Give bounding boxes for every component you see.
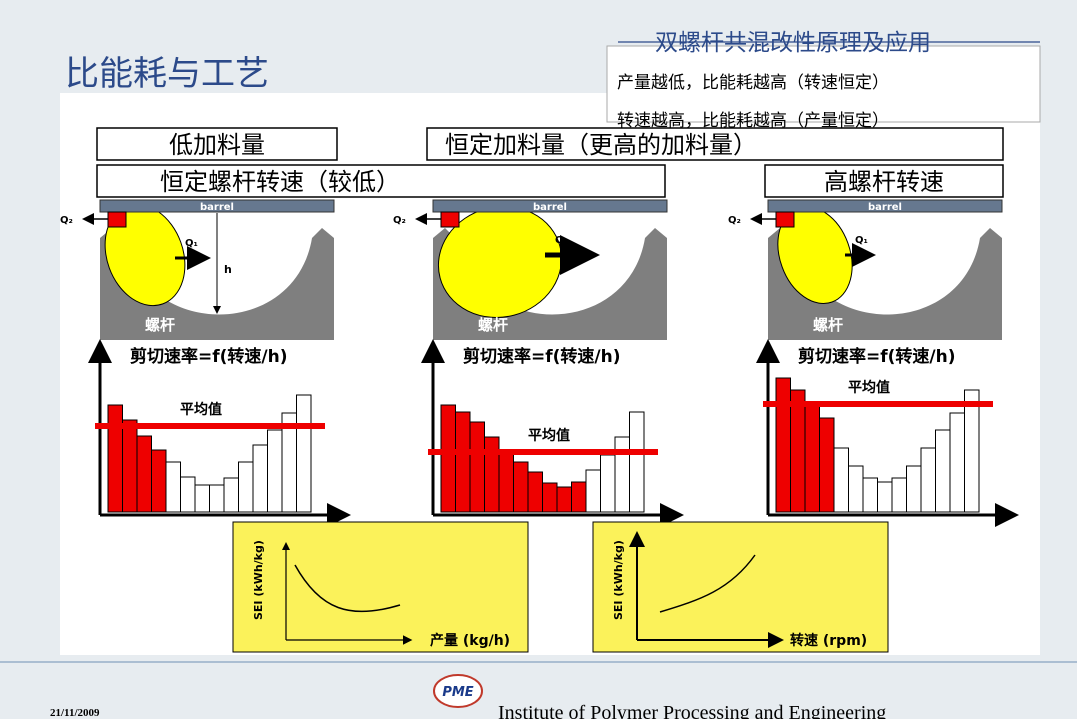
screw-label: 螺杆: [478, 316, 508, 334]
label: 低加料量: [169, 131, 265, 159]
logo: [433, 674, 483, 708]
seal: [775, 211, 795, 228]
hist-bar: [238, 461, 254, 513]
screw: [768, 228, 1002, 340]
hist-bar: [209, 484, 225, 513]
hist-bar: [252, 444, 268, 513]
hist-bar: [440, 404, 456, 513]
hist-bar: [790, 389, 806, 513]
hist-bar: [877, 481, 893, 513]
q2-label: Q₂: [393, 215, 406, 226]
seal: [440, 211, 460, 228]
hist-bar: [585, 469, 601, 513]
label-box: [764, 164, 1004, 198]
q2-label: Q₂: [60, 215, 73, 226]
hist-bar: [891, 477, 907, 513]
y-label: SEI (kWh/kg): [612, 540, 625, 620]
date: 21/11/2009: [50, 707, 100, 719]
hist-bar: [151, 449, 167, 513]
barrel-label: barrel: [533, 202, 567, 213]
h-label: h: [224, 263, 232, 276]
hist-bar: [122, 419, 138, 513]
note: 产量越低，比能耗越高（转速恒定）: [617, 73, 889, 92]
hist-bar: [600, 454, 616, 513]
hist-bar: [775, 377, 791, 513]
q2-label: Q₂: [728, 215, 741, 226]
label: 高螺杆转速: [824, 168, 944, 196]
label-box: [96, 164, 666, 198]
institute: Institute of Polymer Processing and Engi…: [498, 702, 886, 719]
screw-label: 螺杆: [145, 316, 175, 334]
hist-bar: [136, 435, 152, 513]
barrel: [99, 199, 335, 213]
curve-box: SEI (kWh/kg) 产量 (kg/h): [232, 521, 529, 653]
formula: 剪切速率=f(转速/h): [130, 346, 288, 367]
notes-box: [606, 45, 1041, 123]
hist-bar: [484, 436, 500, 513]
hist-bar: [629, 411, 645, 513]
average-label: 平均值: [528, 427, 570, 444]
hist-bar: [920, 447, 936, 513]
barrel-label: barrel: [200, 202, 234, 213]
hist-bar: [862, 477, 878, 513]
hist-bar: [819, 417, 835, 513]
hist-bar: [107, 404, 123, 513]
label-box: [96, 127, 338, 161]
hist-bar: [180, 476, 196, 513]
q1-label: Q₁: [185, 238, 198, 249]
hist-bar: [223, 477, 239, 513]
hist-bar: [498, 449, 514, 513]
slide-title: 比能耗与工艺: [65, 55, 269, 93]
curve: [659, 554, 756, 613]
hist-bar: [848, 465, 864, 513]
logo-text: PME: [442, 685, 473, 700]
hist-bar: [513, 461, 529, 513]
formula: 剪切速率=f(转速/h): [463, 346, 621, 367]
screw: [100, 228, 334, 340]
x-label: 产量 (kg/h): [430, 632, 510, 649]
hist-bar: [935, 429, 951, 513]
hist-bar: [556, 486, 572, 513]
y-label: SEI (kWh/kg): [252, 540, 265, 620]
seal: [107, 211, 127, 228]
hist-bar: [804, 402, 820, 513]
hist-bar: [455, 411, 471, 513]
curve-box: SEI (kWh/kg) 转速 (rpm): [592, 521, 889, 653]
formula: 剪切速率=f(转速/h): [798, 346, 956, 367]
hist-bar: [949, 412, 965, 513]
hist-bar: [527, 471, 543, 513]
hist-bar: [165, 461, 181, 513]
x-label: 转速 (rpm): [790, 632, 867, 649]
hist-bar: [296, 394, 312, 513]
hist-bar: [964, 389, 980, 513]
screw-label: 螺杆: [813, 316, 843, 334]
q1-label: Q₁: [855, 235, 868, 246]
q1-label: Q₁: [555, 235, 568, 246]
average-label: 平均值: [180, 401, 222, 418]
hist-bar: [542, 482, 558, 513]
label: 恒定加料量（更高的加料量）: [445, 131, 757, 159]
barrel: [767, 199, 1003, 213]
hist-bar: [194, 484, 210, 513]
average-label: 平均值: [848, 379, 890, 396]
hist-bar: [906, 465, 922, 513]
hist-bar: [267, 429, 283, 513]
curve: [294, 564, 401, 613]
label-box: [426, 127, 1004, 161]
hist-bar: [571, 481, 587, 513]
note: 转速越高，比能耗越高（产量恒定）: [617, 111, 889, 130]
hist-bar: [614, 436, 630, 513]
barrel-label: barrel: [868, 202, 902, 213]
label: 恒定螺杆转速（较低）: [160, 168, 400, 196]
hist-bar: [833, 447, 849, 513]
hist-bar: [469, 421, 485, 513]
barrel: [432, 199, 668, 213]
